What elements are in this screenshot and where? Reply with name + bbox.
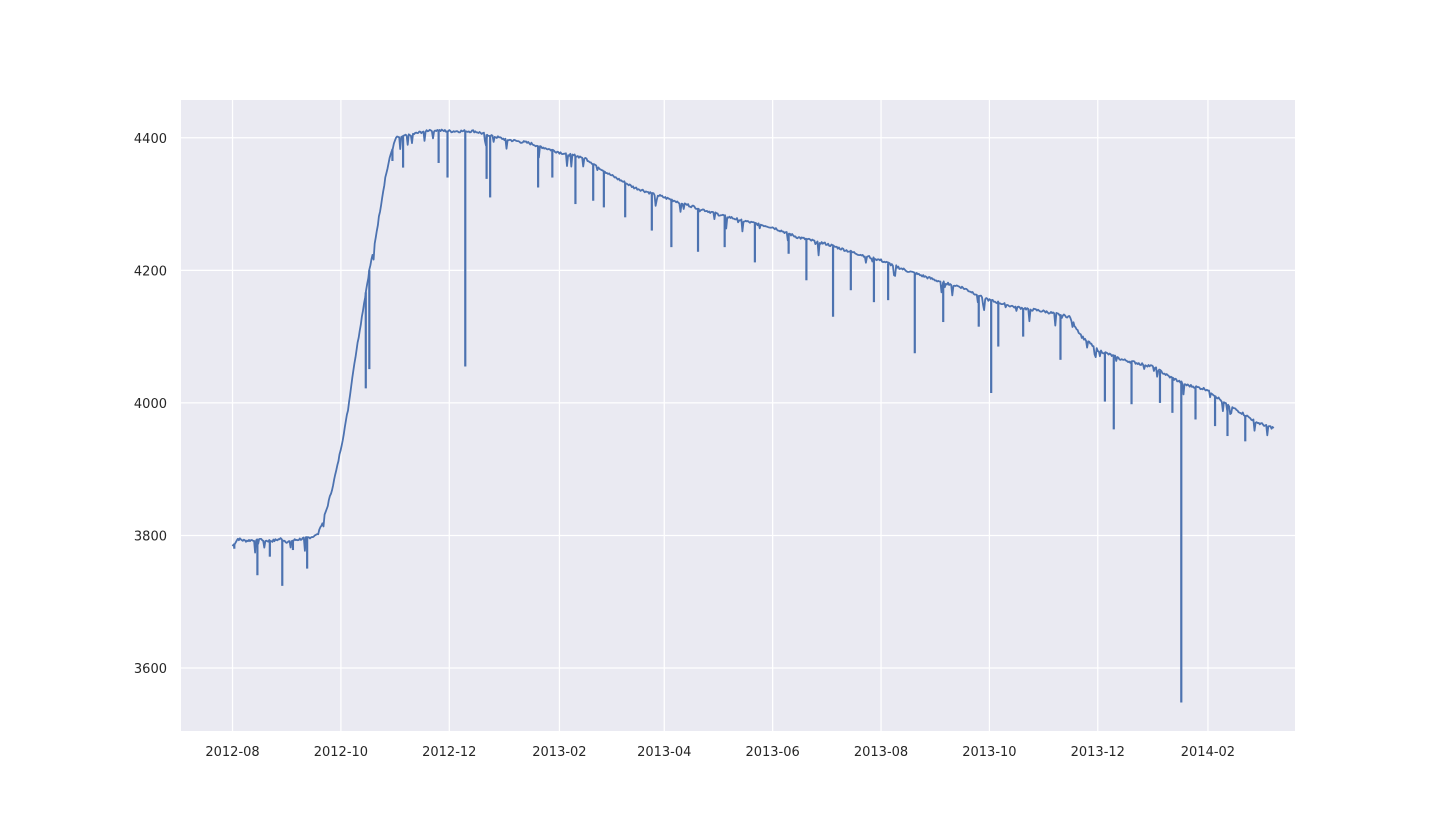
series-line — [231, 128, 1275, 554]
y-tick-label: 4200 — [134, 264, 167, 279]
y-axis-ticks: 3600 3800 4000 4200 4400 — [134, 132, 167, 677]
x-tick-label: 2013-08 — [854, 745, 908, 760]
gridlines — [181, 100, 1295, 731]
x-tick-label: 2013-10 — [962, 745, 1016, 760]
x-axis-ticks: 2012-08 2012-10 2012-12 2013-02 2013-04 2013-… — [205, 745, 1235, 760]
y-tick-label: 3600 — [134, 662, 167, 677]
x-tick-label: 2013-06 — [745, 745, 799, 760]
x-tick-label: 2013-02 — [532, 745, 586, 760]
y-tick-label: 4400 — [134, 132, 167, 147]
x-tick-label: 2014-02 — [1181, 745, 1235, 760]
x-tick-label: 2012-10 — [314, 745, 368, 760]
y-tick-label: 4000 — [134, 397, 167, 412]
x-tick-label: 2012-12 — [422, 745, 476, 760]
x-tick-label: 2013-12 — [1071, 745, 1125, 760]
x-tick-label: 2013-04 — [637, 745, 691, 760]
series-layer — [231, 128, 1275, 703]
x-tick-label: 2012-08 — [205, 745, 259, 760]
y-tick-label: 3800 — [134, 529, 167, 544]
plot-area — [181, 100, 1295, 731]
